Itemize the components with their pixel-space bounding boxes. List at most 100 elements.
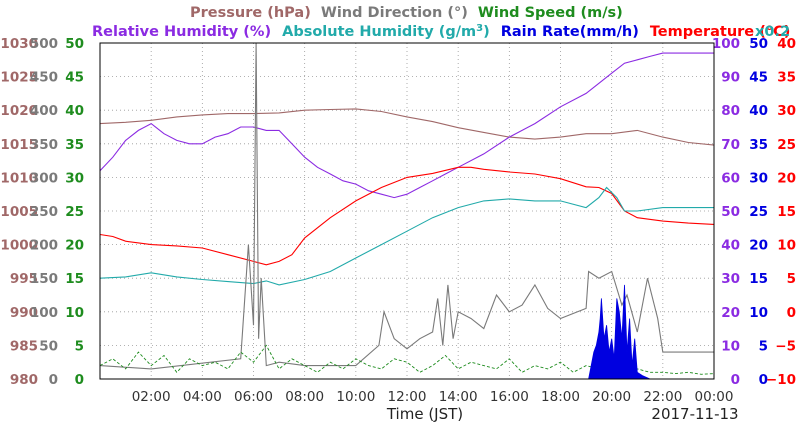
tick-label-wind-speed: 5 [75, 338, 84, 354]
tick-label-wind-speed: 50 [65, 36, 84, 52]
tick-label-relative-humidity: 40 [721, 238, 740, 254]
tick-label-wind-speed: 35 [65, 137, 84, 153]
tick-label-rain-rate: 10 [749, 305, 768, 321]
tick-label-pressure: 1030 [0, 36, 38, 52]
x-tick-label: 06:00 [234, 389, 273, 405]
tick-label-relative-humidity: 90 [721, 70, 740, 86]
x-tick-label: 02:00 [132, 389, 171, 405]
tick-label-rain-rate: 5 [759, 338, 768, 354]
legend-entry: x0.2 [755, 24, 790, 40]
tick-label-temperature: 10 [777, 238, 796, 254]
tick-label-relative-humidity: 60 [721, 170, 740, 186]
tick-label-temperature: 5 [787, 271, 796, 287]
date-label: 2017-11-13 [651, 405, 738, 423]
tick-label-wind-direction: 50 [39, 338, 58, 354]
series-wind-direction [99, 42, 714, 370]
tick-label-relative-humidity: 0 [731, 372, 740, 388]
x-tick-label: 12:00 [388, 389, 427, 405]
tick-label-temperature: 30 [777, 103, 796, 119]
tick-label-pressure: 995 [10, 271, 38, 287]
x-tick-label: 00:00 [695, 389, 734, 405]
tick-label-rain-rate: 50 [749, 36, 768, 52]
chart-legend: Pressure (hPa) Wind Direction (°) Wind Spe… [92, 5, 790, 40]
tick-label-temperature: 35 [777, 70, 796, 86]
tick-label-wind-speed: 0 [75, 372, 84, 388]
tick-label-wind-speed: 30 [65, 170, 84, 186]
tick-label-pressure: 1000 [0, 238, 38, 254]
tick-label-wind-direction: 500 [30, 36, 58, 52]
tick-label-pressure: 990 [10, 305, 38, 321]
tick-label-wind-speed: 45 [65, 70, 84, 86]
tick-label-rain-rate: 30 [749, 170, 768, 186]
tick-label-rain-rate: 25 [749, 204, 768, 220]
tick-label-wind-direction: 100 [30, 305, 58, 321]
tick-label-wind-speed: 25 [65, 204, 84, 220]
x-tick-label: 22:00 [643, 389, 682, 405]
legend-entry: Absolute Humidity (g/m3) [282, 23, 490, 41]
tick-label-wind-direction: 350 [30, 137, 58, 153]
tick-label-pressure: 1020 [0, 103, 38, 119]
tick-label-pressure: 1005 [0, 204, 38, 220]
tick-label-wind-direction: 300 [30, 170, 58, 186]
legend-entry: Temperature (°C) [650, 24, 791, 40]
tick-label-rain-rate: 35 [749, 137, 768, 153]
y-axes: 1030102510201015101010051000995990985980… [0, 36, 796, 388]
legend-entry: Pressure (hPa) [190, 5, 311, 21]
tick-label-temperature: 0 [787, 305, 796, 321]
tick-label-temperature: −5 [775, 338, 796, 354]
plot-area [99, 42, 715, 380]
x-tick-label: 20:00 [592, 389, 631, 405]
tick-label-pressure: 1010 [0, 170, 38, 186]
tick-label-rain-rate: 15 [749, 271, 768, 287]
tick-label-relative-humidity: 50 [721, 204, 740, 220]
legend-entry: Wind Speed (m/s) [478, 5, 623, 21]
tick-label-rain-rate: 0 [759, 372, 768, 388]
tick-label-pressure: 980 [10, 372, 38, 388]
plot-frame [99, 42, 715, 380]
tick-label-rain-rate: 45 [749, 70, 768, 86]
series-pressure-hpa [99, 108, 715, 146]
tick-label-temperature: −10 [766, 372, 796, 388]
series-temperature-c [99, 166, 715, 266]
tick-label-relative-humidity: 20 [721, 305, 740, 321]
tick-label-wind-direction: 400 [30, 103, 58, 119]
tick-label-wind-direction: 150 [30, 271, 58, 287]
tick-label-pressure: 1025 [0, 70, 38, 86]
tick-label-relative-humidity: 30 [721, 271, 740, 287]
tick-label-temperature: 15 [777, 204, 796, 220]
tick-label-pressure: 1015 [0, 137, 38, 153]
x-axis-label: Time (JST) [386, 405, 463, 423]
series-wind-speed-m-s [99, 344, 715, 375]
tick-label-wind-speed: 15 [65, 271, 84, 287]
tick-label-relative-humidity: 80 [721, 103, 740, 119]
series-rain-rate-mm-h [588, 284, 651, 380]
legend-entry: Wind Direction (°) [321, 5, 468, 21]
legend-entry: Rain Rate(mm/h) [501, 24, 639, 40]
plot-grid [100, 43, 714, 379]
x-tick-label: 16:00 [490, 389, 529, 405]
tick-label-rain-rate: 40 [749, 103, 768, 119]
tick-label-pressure: 985 [10, 338, 38, 354]
tick-label-wind-direction: 200 [30, 238, 58, 254]
tick-label-relative-humidity: 70 [721, 137, 740, 153]
tick-label-relative-humidity: 100 [712, 36, 740, 52]
tick-label-temperature: 20 [777, 170, 796, 186]
x-tick-label: 14:00 [439, 389, 478, 405]
tick-label-wind-direction: 0 [49, 372, 58, 388]
tick-label-rain-rate: 20 [749, 238, 768, 254]
tick-label-temperature: 40 [777, 36, 796, 52]
tick-label-temperature: 25 [777, 137, 796, 153]
x-axis: 02:00 04:00 06:00 08:00 10:00 12:00 14:00 16:00… [132, 389, 734, 405]
tick-label-wind-direction: 250 [30, 204, 58, 220]
series-relative-humidity [99, 52, 714, 199]
x-tick-label: 04:00 [183, 389, 222, 405]
x-tick-label: 10:00 [336, 389, 375, 405]
x-tick-label: 08:00 [285, 389, 324, 405]
tick-label-wind-speed: 40 [65, 103, 84, 119]
tick-label-wind-speed: 10 [65, 305, 84, 321]
legend-entry: Relative Humidity (%) [92, 24, 271, 40]
tick-label-relative-humidity: 10 [721, 338, 740, 354]
tick-label-wind-direction: 450 [30, 70, 58, 86]
series-absolute-humidity-g-m3 [99, 186, 714, 286]
